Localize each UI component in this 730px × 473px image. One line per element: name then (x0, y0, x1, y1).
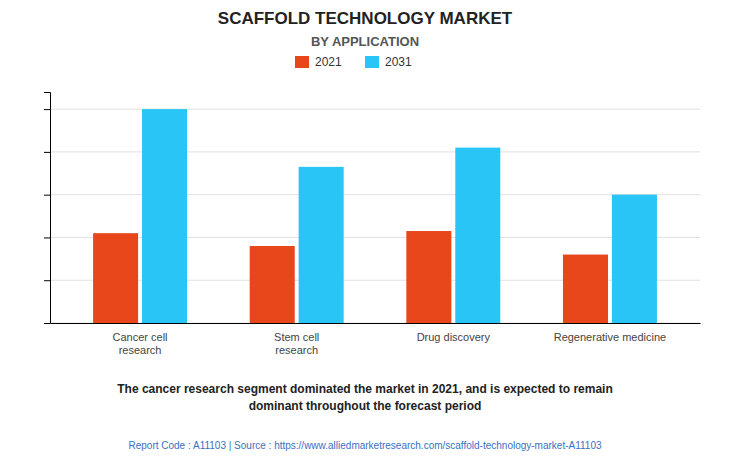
chart: SCAFFOLD TECHNOLOGY MARKET BY APPLICATION… (0, 0, 730, 473)
tick-mark (44, 323, 50, 324)
tick-label: Regenerative medicine (554, 331, 667, 343)
tick: Stem cellresearch (274, 331, 319, 356)
tick: Drug discovery (417, 331, 491, 343)
bar (455, 148, 500, 323)
legend-label: 2021 (315, 55, 342, 69)
bar (299, 167, 344, 323)
tick-mark (44, 237, 50, 238)
tick-label: Cancer cellresearch (113, 331, 168, 356)
bar (250, 246, 295, 323)
tick (44, 109, 50, 110)
bar (93, 233, 138, 323)
legend-item: 2021 (295, 55, 342, 69)
legend-item: 2031 (365, 55, 412, 69)
tick: Cancer cellresearch (113, 331, 168, 356)
tick-mark (44, 280, 50, 281)
tick: Regenerative medicine (554, 331, 667, 343)
bar (142, 109, 187, 323)
legend: 2021 2031 (295, 55, 412, 69)
legend-label: 2031 (385, 55, 412, 69)
legend-swatch (365, 56, 379, 68)
y-axis (44, 93, 51, 324)
tick (44, 152, 50, 153)
axis-line (44, 93, 51, 324)
subtitle: BY APPLICATION (311, 34, 419, 49)
tick (44, 323, 50, 324)
title: SCAFFOLD TECHNOLOGY MARKET (218, 9, 513, 28)
tick (44, 237, 50, 238)
tick-label: Drug discovery (417, 331, 491, 343)
tick (44, 280, 50, 281)
tick (44, 195, 50, 196)
bar (612, 195, 657, 323)
annotation: The cancer research segment dominated th… (117, 382, 613, 413)
bar (406, 231, 451, 323)
axis-line (51, 323, 701, 324)
plot-area: Cancer cellresearch Stem cellresearch Drug… (44, 93, 701, 357)
grid (50, 109, 700, 323)
bars (93, 109, 657, 323)
tick-mark (44, 195, 50, 196)
bar (563, 255, 608, 323)
tick-mark (44, 152, 50, 153)
x-axis: Cancer cellresearch Stem cellresearch Drug… (51, 324, 701, 357)
legend-swatch (295, 56, 309, 68)
tick-label: Stem cellresearch (274, 331, 319, 356)
tick-mark (44, 109, 50, 110)
annotation: Report Code : A11103 | Source : https://… (128, 440, 601, 451)
